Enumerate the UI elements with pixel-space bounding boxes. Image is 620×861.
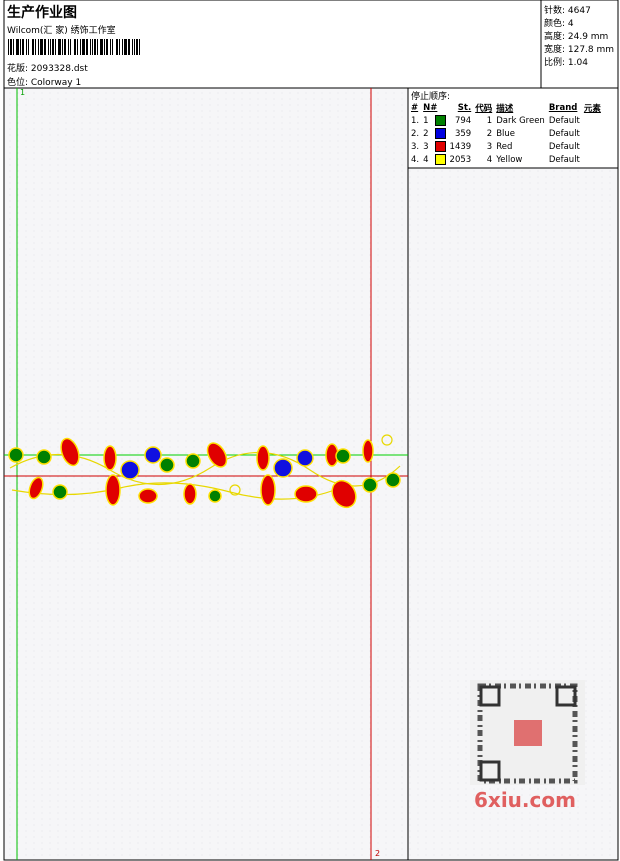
code: 4 — [486, 154, 493, 165]
stitches: 359 — [454, 128, 472, 139]
info-list: 针数: 4647 颜色: 4 高度: 24.9 mm 宽度: 127.8 mm 比例: … — [544, 5, 614, 70]
design-file: 花版: 2093328.dst — [7, 64, 88, 74]
needle: 1 — [421, 114, 447, 127]
brand: Default — [548, 128, 580, 139]
swatch — [434, 141, 446, 152]
row-index: 1. — [411, 115, 420, 126]
info-item: 宽度: 127.8 mm — [544, 45, 615, 55]
description: Blue — [496, 128, 516, 139]
code: 3 — [486, 141, 493, 152]
code: 1 — [486, 115, 493, 126]
needle-number: 3 — [423, 142, 429, 152]
stop-table: # N# St. 代码 描述 Brand 元素 1. 1 794 1 Dark Green Defaul… — [409, 101, 603, 166]
row-index: 3. — [411, 141, 420, 152]
info-item: 比例: 1.04 — [544, 58, 588, 68]
swatch — [434, 154, 446, 165]
column-header: Brand — [548, 102, 578, 113]
element — [582, 114, 603, 127]
code: 2 — [486, 128, 493, 139]
stop-row: 3. 3 1439 3 Red Default — [409, 140, 603, 153]
column-header: 代码 — [475, 103, 493, 114]
stitches: 1439 — [449, 141, 472, 152]
info-item: 颜色: 4 — [544, 19, 574, 29]
column-header: St. — [457, 102, 472, 113]
brand: Default — [548, 154, 580, 165]
column-header: 描述 — [496, 103, 514, 114]
swatch — [434, 128, 446, 139]
row-index: 2. — [411, 128, 420, 139]
description: Yellow — [496, 154, 523, 165]
stop-row: 4. 4 2053 4 Yellow Default — [409, 153, 603, 166]
info-item: 高度: 24.9 mm — [544, 32, 609, 42]
watermark: 6xiu.com — [474, 788, 576, 812]
marker-end: 2 — [375, 849, 381, 858]
needle: 2 — [421, 127, 447, 140]
studio: Wilcom(汇 家) 绣饰工作室 — [7, 26, 116, 36]
info-item: 针数: 4647 — [544, 6, 591, 16]
description: Dark Green — [496, 115, 545, 126]
swatch — [434, 115, 446, 126]
element — [582, 127, 603, 140]
column-header: N# — [423, 102, 438, 113]
stop-title: 停止顺序: — [411, 92, 451, 102]
column-header: # — [411, 102, 419, 113]
title: 生产作业图 — [7, 5, 77, 21]
description: Red — [496, 141, 513, 152]
needle: 3 — [421, 140, 447, 153]
needle: 4 — [421, 153, 447, 166]
row-index: 4. — [411, 154, 420, 165]
stitches: 794 — [454, 115, 472, 126]
marker-start: 1 — [20, 88, 26, 97]
stop-row: 2. 2 359 2 Blue Default — [409, 127, 603, 140]
needle-number: 4 — [423, 155, 429, 165]
stitches: 2053 — [449, 154, 472, 165]
column-header: 元素 — [583, 103, 601, 114]
colorway: 色位: Colorway 1 — [7, 78, 82, 88]
needle-number: 2 — [423, 129, 429, 139]
stop-row: 1. 1 794 1 Dark Green Default — [409, 114, 603, 127]
element — [582, 153, 603, 166]
needle-number: 1 — [423, 116, 429, 126]
brand: Default — [548, 141, 580, 152]
element — [582, 140, 603, 153]
brand: Default — [548, 115, 580, 126]
